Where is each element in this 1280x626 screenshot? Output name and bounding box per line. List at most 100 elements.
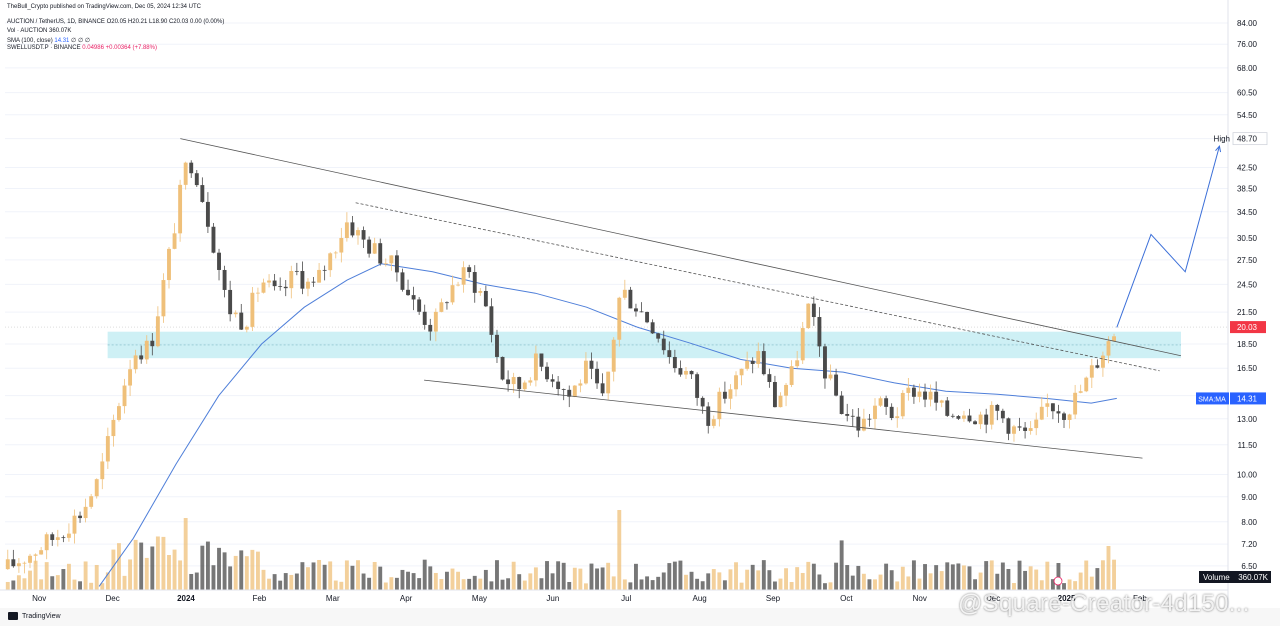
candle: [372, 243, 377, 254]
candle: [61, 537, 66, 539]
candle: [806, 303, 811, 329]
volume-bar: [1089, 576, 1094, 590]
trendline-inner-resistance[interactable]: [355, 202, 1160, 372]
volume-bar: [433, 572, 438, 590]
candle: [589, 360, 594, 369]
volume-bar: [1100, 560, 1105, 590]
volume-bar: [244, 556, 249, 590]
candle: [756, 351, 761, 364]
volume-bar: [283, 573, 288, 590]
candle: [511, 377, 516, 385]
candle: [433, 311, 438, 332]
event-lightning-icon[interactable]: [1053, 576, 1063, 586]
candle: [873, 405, 877, 420]
volume-bar: [617, 510, 622, 590]
volume-bar: [728, 569, 733, 590]
volume-bar: [372, 561, 377, 590]
volume-bar: [1045, 561, 1050, 590]
volume-bar: [400, 569, 405, 590]
candle: [650, 322, 655, 334]
sma-tag-value: 14.31: [1237, 394, 1258, 403]
candle: [1095, 365, 1100, 368]
y-tick-label: 76.00: [1237, 40, 1258, 49]
sma-legend[interactable]: SMA (100, close) 14.31 ∅ ∅ ∅: [7, 37, 90, 44]
y-tick-label: 10.00: [1237, 470, 1258, 479]
volume-bar: [678, 560, 683, 590]
y-tick-label: 11.50: [1238, 441, 1258, 450]
volume-bar: [55, 575, 60, 590]
volume-bar: [800, 572, 805, 590]
volume-bar: [239, 550, 244, 590]
volume-bar: [873, 579, 877, 590]
candle: [700, 397, 705, 407]
volume-bar: [906, 576, 911, 590]
candle: [417, 299, 422, 312]
candle: [44, 534, 49, 551]
candle: [344, 222, 349, 238]
y-tick-label: 18.50: [1237, 340, 1258, 349]
volume-bar: [344, 560, 349, 590]
candle: [834, 374, 839, 396]
symbol-name[interactable]: AUCTION / TetherUS, 1D, BINANCE: [7, 19, 105, 25]
candle: [611, 339, 616, 372]
candle: [934, 391, 939, 403]
candle: [144, 340, 149, 360]
volume-bar: [884, 563, 889, 590]
high-value: 48.70: [1237, 135, 1258, 144]
volume-bar: [961, 565, 966, 590]
volume-bar: [1017, 560, 1022, 590]
candle: [1006, 418, 1011, 434]
volume-legend[interactable]: Vol · AUCTION 360.07K: [7, 28, 71, 34]
trendline-lower-support[interactable]: [424, 379, 1143, 459]
volume-bar: [1106, 546, 1111, 590]
candle: [267, 280, 272, 283]
trendline-upper-resistance[interactable]: [180, 138, 1182, 357]
volume-bar: [628, 582, 633, 590]
candle: [928, 391, 933, 400]
candle: [1112, 336, 1116, 342]
volume-bar: [50, 576, 55, 590]
y-tick-label: 8.00: [1241, 518, 1257, 527]
volume-bar: [861, 573, 866, 590]
compare-legend[interactable]: SWELLUSDT.P · BINANCE 0.04986 +0.00364 (…: [7, 45, 157, 51]
candle: [695, 374, 700, 398]
candle: [239, 312, 244, 330]
candle: [500, 356, 505, 380]
candle: [1100, 355, 1105, 368]
candle: [1050, 403, 1055, 412]
volume-bar: [878, 574, 883, 590]
candle: [761, 351, 766, 375]
x-tick-label: Apr: [400, 594, 413, 603]
volume-bar: [83, 561, 88, 590]
volume-legend-value: 360.07K: [49, 28, 72, 34]
volume-bar: [806, 561, 811, 590]
candle: [961, 415, 966, 419]
candle: [94, 479, 99, 497]
sma-line[interactable]: [98, 263, 1117, 587]
volume-bar: [667, 563, 672, 590]
volume-bar: [834, 562, 839, 590]
volume-bar: [795, 567, 800, 590]
symbol-line: AUCTION / TetherUS, 1D, BINANCE O20.05 H…: [7, 19, 224, 25]
volume-bar: [1028, 566, 1033, 590]
candle: [1062, 413, 1066, 420]
volume-bar: [261, 569, 266, 590]
volume-bar: [1012, 583, 1016, 590]
volume-bar: [517, 574, 522, 590]
volume-bar: [1056, 563, 1061, 590]
candle: [689, 370, 694, 375]
candle: [66, 533, 71, 538]
candle: [244, 326, 249, 330]
candle: [461, 267, 466, 285]
volume-bar: [328, 561, 333, 590]
volume-bar: [278, 580, 283, 590]
tradingview-logo[interactable]: TradingView: [8, 612, 61, 620]
volume-bar: [211, 565, 216, 590]
volume-bar: [739, 582, 744, 590]
volume-bar: [128, 559, 133, 590]
projection-path[interactable]: [1116, 146, 1220, 328]
candle: [1078, 391, 1083, 393]
volume-bar: [472, 575, 477, 590]
candle: [222, 269, 227, 290]
